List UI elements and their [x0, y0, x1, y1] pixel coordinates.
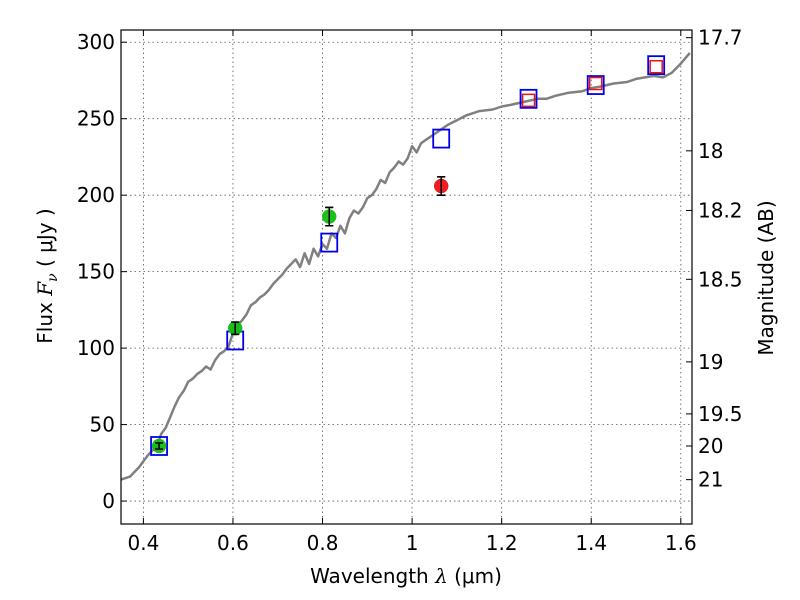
right-tick-label: 18.2: [698, 198, 743, 222]
model-box-marker: [647, 55, 666, 76]
x-tick-label: 0.6: [217, 531, 249, 555]
red-square-marker: [588, 76, 603, 91]
y-axis-label: Flux Fν ( μJy ): [33, 208, 61, 343]
x-axis-label-unit: (μm): [448, 564, 502, 588]
right-tick-label: 17.7: [698, 26, 743, 50]
x-tick-label: 1.6: [665, 531, 697, 555]
model-box-marker: [586, 75, 605, 95]
x-tick-label: 1.2: [486, 531, 518, 555]
right-tick-label: 18.5: [698, 267, 743, 291]
right-tick-label: 21: [698, 468, 723, 492]
right-tick-label: 18: [698, 139, 723, 163]
red-square-marker: [649, 59, 663, 74]
axes: 0.4 0.6 0.8 1 1.2 1.4 1.6 0 50 100 150 200 250 300 17.…: [77, 26, 743, 555]
x-tick-label: 1.4: [575, 531, 607, 555]
y-axis-label-subscript: ν: [45, 273, 61, 282]
x-axis-label-symbol: λ: [434, 564, 448, 588]
y-tick-label: 200: [77, 183, 115, 207]
x-tick-label: 0.4: [127, 531, 159, 555]
plot-area: [120, 52, 691, 481]
spectrum-line: [120, 52, 691, 481]
right-tick-label: 19.5: [698, 402, 743, 426]
x-axis-label-prefix: Wavelength: [310, 564, 435, 588]
y-tick-label: 0: [102, 489, 115, 513]
grid-lines: [121, 30, 692, 524]
right-tick-label: 19: [698, 350, 723, 374]
model-box-marker: [519, 88, 538, 109]
y-tick-label: 250: [77, 107, 115, 131]
x-tick-label: 1: [406, 531, 419, 555]
y-axis-right-label: Magnitude (AB): [754, 200, 778, 355]
y-tick-label: 300: [77, 30, 115, 54]
y-tick-label: 100: [77, 336, 115, 360]
y-axis-label-prefix: Flux: [33, 296, 57, 344]
model-box-marker: [150, 436, 168, 456]
plot-frame: [120, 29, 693, 525]
y-tick-label: 150: [77, 260, 115, 284]
x-axis-label: Wavelength λ (μm): [310, 564, 502, 588]
model-box-marker: [432, 128, 451, 149]
x-tick-label: 0.8: [307, 531, 339, 555]
y-axis-label-symbol: F: [33, 281, 57, 297]
right-tick-label: 20: [698, 434, 723, 458]
y-tick-label: 50: [90, 413, 115, 437]
model-box-marker: [320, 232, 339, 253]
y-axis-label-unit: ( μJy ): [33, 208, 57, 273]
red-square-marker: [521, 93, 536, 108]
